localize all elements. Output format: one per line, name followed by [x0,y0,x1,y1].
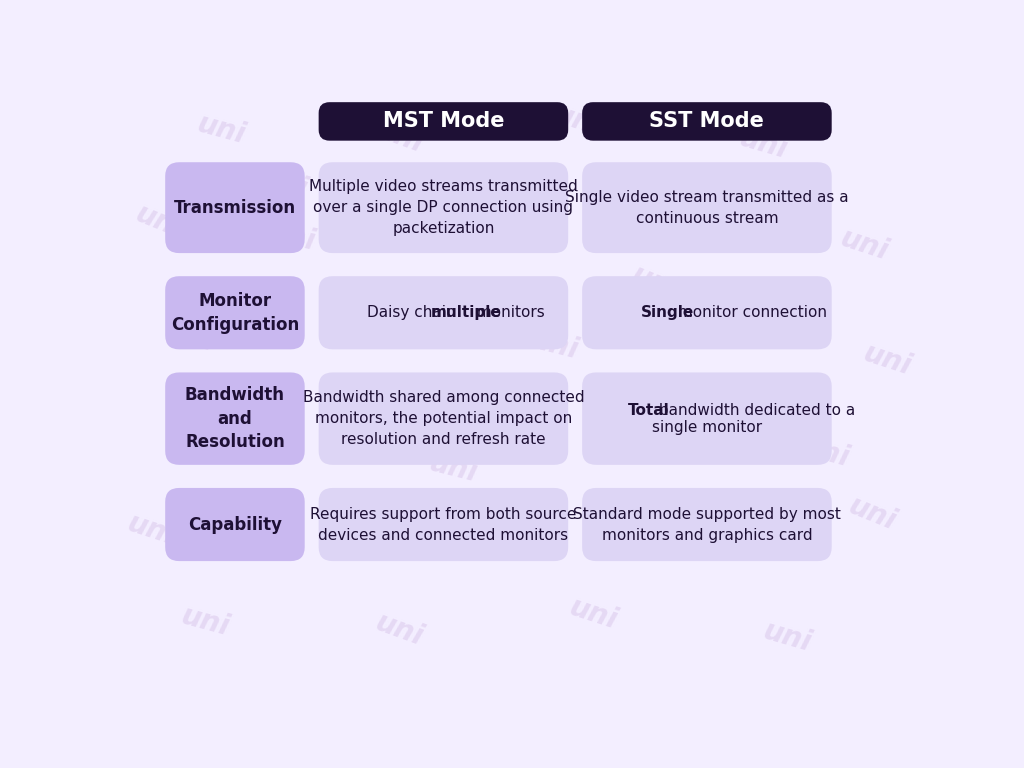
Text: uni: uni [255,162,310,204]
Text: bandwidth dedicated to a: bandwidth dedicated to a [654,402,855,418]
Text: monitor connection: monitor connection [673,305,826,320]
Text: uni: uni [844,492,900,536]
Text: uni: uni [565,594,621,635]
Text: Bandwidth
and
Resolution: Bandwidth and Resolution [185,386,285,452]
Text: uni: uni [163,317,217,357]
Text: uni: uni [264,218,317,256]
Text: uni: uni [627,261,683,305]
FancyBboxPatch shape [318,372,568,465]
FancyBboxPatch shape [583,162,831,253]
Text: Capability: Capability [188,515,282,534]
FancyBboxPatch shape [583,102,831,141]
Text: uni: uni [216,415,272,458]
FancyBboxPatch shape [165,488,305,561]
Text: Monitor
Configuration: Monitor Configuration [171,292,299,333]
Text: uni: uni [411,425,466,465]
Text: uni: uni [860,339,915,381]
FancyBboxPatch shape [318,162,568,253]
FancyBboxPatch shape [583,276,831,349]
Text: uni: uni [736,124,791,164]
Text: Total: Total [628,402,670,418]
Text: uni: uni [799,432,853,472]
FancyBboxPatch shape [318,488,568,561]
FancyBboxPatch shape [165,162,305,253]
Text: uni: uni [333,307,388,352]
Text: uni: uni [604,407,659,452]
Text: uni: uni [178,602,232,642]
Text: uni: uni [643,194,697,233]
Text: Standard mode supported by most
monitors and graphics card: Standard mode supported by most monitors… [573,507,841,542]
Text: uni: uni [550,101,605,142]
Text: uni: uni [372,115,427,158]
Text: uni: uni [131,200,187,243]
Text: Single: Single [641,305,694,320]
Text: uni: uni [124,508,179,551]
FancyBboxPatch shape [583,488,831,561]
FancyBboxPatch shape [165,276,305,349]
Text: Multiple video streams transmitted
over a single DP connection using
packetizati: Multiple video streams transmitted over … [309,179,578,237]
Text: uni: uni [527,325,582,364]
FancyBboxPatch shape [165,372,305,465]
Text: Bandwidth shared among connected
monitors, the potential impact on
resolution an: Bandwidth shared among connected monitor… [303,390,585,447]
Text: uni: uni [503,500,559,543]
Text: MST Mode: MST Mode [383,111,504,131]
Text: uni: uni [706,525,760,565]
Text: uni: uni [372,608,427,651]
Text: Requires support from both source
devices and connected monitors: Requires support from both source device… [310,507,577,542]
FancyBboxPatch shape [318,102,568,141]
FancyBboxPatch shape [583,372,831,465]
FancyBboxPatch shape [318,276,568,349]
Text: multiple: multiple [430,305,501,320]
Text: uni: uni [457,207,512,251]
Text: Transmission: Transmission [174,199,296,217]
Text: uni: uni [426,449,480,488]
Text: monitors: monitors [472,305,545,320]
Text: Daisy chain: Daisy chain [367,305,461,320]
Text: Single video stream transmitted as a
continuous stream: Single video stream transmitted as a con… [565,190,849,226]
Text: single monitor: single monitor [652,419,762,435]
Text: uni: uni [720,300,776,343]
Text: uni: uni [760,617,814,657]
Text: SST Mode: SST Mode [649,111,764,131]
Text: uni: uni [317,518,372,557]
Text: uni: uni [194,109,248,149]
Text: uni: uni [837,223,892,266]
